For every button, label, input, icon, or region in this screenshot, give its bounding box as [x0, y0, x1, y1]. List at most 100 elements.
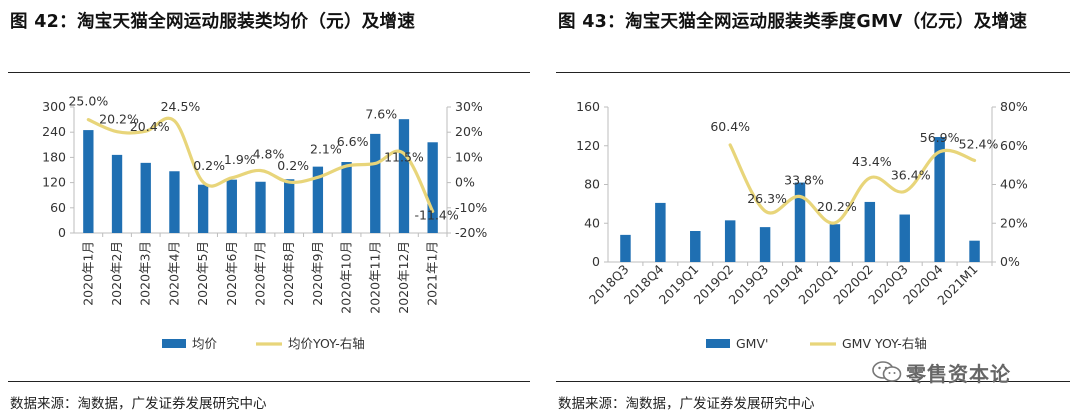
bar-2020年4月	[169, 171, 180, 233]
yoy-data-label: 20.4%	[130, 119, 170, 134]
yoy-data-label: 0.2%	[277, 158, 309, 173]
x-axis-category-label: 2020年11月	[367, 241, 382, 314]
right-axis-tick-label: 80%	[1000, 99, 1028, 114]
x-axis-category-label: 2020年12月	[396, 241, 411, 314]
bar-2019Q2	[724, 220, 736, 262]
wechat-icon	[872, 361, 902, 382]
bar-2020年12月	[398, 119, 410, 233]
x-axis-category-label: 2020年6月	[224, 241, 239, 306]
bar-2020年5月	[197, 184, 209, 233]
yoy-data-label: 11.5%	[384, 150, 424, 165]
yoy-data-label: 4.8%	[253, 147, 285, 162]
left-axis-tick-label: 160	[576, 99, 600, 114]
left-axis-tick-label: 40	[584, 215, 600, 230]
bar-2019Q1	[690, 231, 701, 262]
bar-2019Q3	[759, 227, 771, 262]
bar-2020年8月	[284, 179, 295, 233]
watermark-text: 零售资本论	[906, 362, 1011, 386]
left-axis-tick-label: 0	[58, 225, 66, 240]
left-source-rule	[8, 381, 530, 382]
legend-bar-swatch	[706, 339, 730, 348]
right-axis-tick-label: 20%	[455, 124, 483, 139]
left-axis-tick-label: 180	[42, 149, 66, 164]
yoy-data-label: 20.2%	[99, 112, 139, 127]
left-chart: 0 60 120 180 240 300 -20% -10% 0% 10% 20% 30% 2020年1…	[42, 94, 487, 351]
right-figure-title: 图 43：淘宝天猫全网运动服装类季度GMV（亿元）及增速	[558, 12, 1028, 32]
x-axis-category-label: 2020年1月	[80, 241, 95, 306]
yoy-data-label: 36.4%	[891, 167, 931, 182]
bar-2020年7月	[255, 181, 266, 233]
yoy-data-label: 33.8%	[784, 173, 824, 188]
right-axis-tick-label: -10%	[455, 200, 487, 215]
right-axis-tick-label: 10%	[455, 149, 483, 164]
x-axis-category-label: 2020年10月	[339, 241, 354, 314]
yoy-data-label: -11.4%	[415, 207, 459, 222]
legend-bar-label: GMV'	[736, 336, 768, 351]
bar-2020Q1	[829, 224, 841, 262]
legend-line-label: 均价YOY-右轴	[288, 336, 365, 351]
left-axis-tick-label: 120	[576, 138, 600, 153]
bar-2020年2月	[111, 154, 123, 233]
yoy-data-label: 2.1%	[310, 141, 342, 156]
right-axis-tick-label: 40%	[1000, 177, 1028, 192]
x-axis-category-label: 2020年5月	[195, 241, 210, 306]
x-axis-category-label: 2020年9月	[310, 241, 325, 306]
yoy-data-label: 0.2%	[193, 158, 225, 173]
right-axis-tick-label: 60%	[1000, 138, 1028, 153]
bar-2020年6月	[226, 179, 237, 233]
wechat-watermark: 零售资本论	[868, 358, 1068, 386]
yoy-data-label: 1.9%	[224, 152, 256, 167]
left-axis-tick-label: 0	[592, 254, 600, 269]
bar-2021M1	[969, 240, 980, 262]
legend-bar-swatch	[162, 339, 186, 348]
bar-2021年1月	[427, 142, 438, 233]
bar-2020年11月	[370, 133, 381, 233]
x-axis-category-label: 2020年3月	[138, 241, 153, 306]
yoy-line-series	[728, 143, 977, 225]
right-axis-tick-label: -20%	[455, 225, 487, 240]
right-source-note: 数据来源：淘数据，广发证券发展研究中心	[558, 396, 815, 412]
left-title-rule	[8, 72, 530, 73]
left-axis-tick-label: 80	[584, 177, 600, 192]
right-axis-tick-label: 0%	[455, 175, 475, 190]
bar-2018Q3	[620, 234, 631, 262]
yoy-data-label: 60.4%	[710, 119, 750, 134]
yoy-line-series	[86, 116, 435, 213]
yoy-data-label: 25.0%	[68, 94, 108, 109]
bar-2018Q4	[655, 202, 666, 262]
yoy-data-label: 26.3%	[747, 191, 787, 206]
legend-line-label: GMV YOY-右轴	[842, 336, 927, 351]
left-figure-title: 图 42：淘宝天猫全网运动服装类均价（元）及增速	[10, 12, 416, 32]
x-axis-category-label: 2020年4月	[166, 241, 181, 306]
yoy-data-label: 20.2%	[817, 199, 857, 214]
bar-2020年3月	[140, 162, 151, 233]
right-source-rule	[556, 381, 1070, 382]
bar-2019Q4	[794, 182, 806, 262]
bar-2020年10月	[341, 162, 352, 233]
right-figure-panel: 图 43：淘宝天猫全网运动服装类季度GMV（亿元）及增速 0 40 80 120 160…	[548, 0, 1080, 418]
right-axis-tick-label: 20%	[1000, 215, 1028, 230]
x-axis-category-label: 2020年7月	[253, 241, 268, 306]
left-axis-tick-label: 300	[42, 99, 66, 114]
right-axis-tick-label: 30%	[455, 99, 483, 114]
x-axis-category-label: 2020年2月	[109, 241, 124, 306]
x-axis-category-label: 2021年1月	[425, 241, 440, 306]
yoy-data-label: 56.9%	[920, 130, 960, 145]
bar-2020年9月	[312, 166, 324, 233]
yoy-data-label: 7.6%	[365, 106, 397, 121]
right-title-rule	[556, 72, 1070, 73]
yoy-data-label: 43.4%	[852, 154, 892, 169]
right-chart: 040801201600%20%40%60%80%2018Q32018Q4201…	[576, 99, 1028, 351]
left-source-note: 数据来源：淘数据，广发证券发展研究中心	[10, 396, 267, 412]
left-figure-panel: 图 42：淘宝天猫全网运动服装类均价（元）及增速 0 60 120 180 240 300…	[8, 12, 530, 412]
yoy-data-label: 6.6%	[337, 134, 369, 149]
bar-2020Q4	[934, 137, 945, 262]
right-axis-tick-label: 0%	[1000, 254, 1020, 269]
bar-2020Q3	[899, 214, 910, 262]
yoy-data-label: 52.4%	[959, 136, 999, 151]
legend-bar-label: 均价	[192, 336, 218, 351]
yoy-data-label: 24.5%	[161, 99, 201, 114]
left-axis-tick-label: 240	[42, 124, 66, 139]
x-axis-category-label: 2020年8月	[281, 241, 296, 306]
left-axis-tick-label: 120	[42, 175, 66, 190]
